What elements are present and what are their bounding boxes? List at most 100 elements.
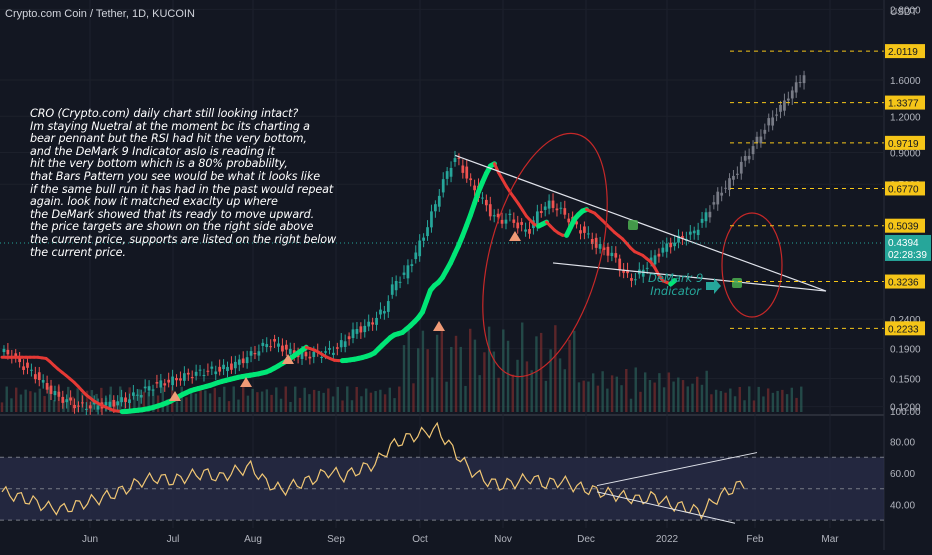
target-level-label: 0.2233 [888, 324, 919, 335]
volume-bar [611, 375, 613, 412]
candle-body [222, 365, 225, 369]
volume-bar [374, 391, 376, 412]
volume-bar [251, 389, 253, 412]
demark-buy-marker [732, 278, 742, 288]
volume-bar [346, 386, 348, 412]
candle-body [108, 402, 111, 407]
volume-bar [469, 329, 471, 412]
volume-bar [242, 387, 244, 412]
candle-body [512, 220, 515, 223]
candle-body [203, 375, 206, 376]
candle-body [312, 352, 315, 357]
candle-body [50, 386, 53, 394]
volume-bar [800, 387, 802, 412]
volume-bar [540, 333, 542, 412]
candle-body [422, 238, 425, 241]
candle-body [528, 229, 531, 234]
candle-body [634, 279, 637, 280]
volume-bar [564, 369, 566, 412]
candle-body [183, 373, 186, 381]
candle-body [724, 188, 727, 189]
candle-body [803, 75, 806, 83]
candle-body [540, 211, 543, 213]
candle-body [344, 341, 347, 347]
candle-body [614, 253, 617, 257]
volume-bar [583, 381, 585, 412]
candle-body [332, 353, 335, 355]
candle-body [238, 359, 241, 364]
volume-bar [53, 400, 55, 412]
volume-bar [218, 397, 220, 412]
candle-body [175, 378, 178, 380]
target-level-label: 1.3377 [888, 99, 919, 110]
candle-body [446, 171, 449, 179]
candle-body [159, 380, 162, 387]
target-level-label: 0.5039 [888, 222, 919, 233]
candle-body [305, 352, 308, 356]
volume-bar [185, 397, 187, 412]
volume-bar [625, 369, 627, 412]
candle-body [140, 395, 143, 398]
candle-body [261, 343, 264, 346]
y-tick-label: 1.2000 [890, 112, 921, 123]
candle-body [230, 364, 233, 370]
volume-bar [233, 386, 235, 412]
demark-label-line2: Indicator [648, 285, 703, 298]
candle-body [438, 196, 441, 207]
candle-body [469, 178, 472, 180]
volume-bar [478, 375, 480, 412]
volume-bar [559, 358, 561, 412]
target-level-label: 0.3236 [888, 278, 919, 289]
volume-bar [370, 393, 372, 412]
candle-body [120, 397, 123, 402]
x-tick-label: Dec [577, 534, 595, 545]
candle-body [560, 208, 563, 209]
candle-body [250, 351, 253, 356]
candle-body [434, 204, 437, 211]
candle-body [265, 344, 268, 347]
candle-body [697, 230, 700, 235]
candle-body [485, 200, 488, 205]
candle-body [167, 380, 170, 383]
volume-bar [729, 389, 731, 412]
volume-bar [606, 389, 608, 412]
volume-bar [734, 396, 736, 412]
candle-body [132, 392, 135, 395]
volume-bar [630, 399, 632, 412]
volume-bar [389, 388, 391, 412]
volume-bar [786, 394, 788, 412]
candle-body [548, 201, 551, 209]
volume-bar [6, 387, 8, 412]
candle-body [214, 371, 217, 374]
volume-bar [398, 387, 400, 412]
candle-body [736, 174, 739, 175]
volume-bar [247, 396, 249, 412]
candle-body [367, 322, 370, 327]
candle-body [732, 176, 735, 180]
candle-body [661, 248, 664, 253]
x-tick-label: Nov [494, 534, 512, 545]
candle-body [246, 357, 249, 363]
candle-body [136, 395, 139, 396]
volume-bar [72, 397, 74, 412]
candle-body [258, 351, 261, 355]
candle-body [371, 322, 374, 324]
candle-body [642, 270, 645, 277]
candle-body [210, 367, 213, 369]
candle-body [85, 409, 88, 410]
candle-body [752, 146, 755, 154]
volume-bar [483, 352, 485, 412]
candle-body [552, 201, 555, 208]
candle-body [712, 202, 715, 204]
volume-bar [587, 382, 589, 412]
candle-body [744, 156, 747, 161]
candle-body [352, 329, 355, 338]
candle-body [520, 222, 523, 225]
volume-bar [639, 392, 641, 412]
volume-bar [578, 382, 580, 412]
candle-body [583, 226, 586, 232]
candle-body [156, 382, 159, 383]
rsi-tick-label: 60.00 [890, 469, 915, 480]
